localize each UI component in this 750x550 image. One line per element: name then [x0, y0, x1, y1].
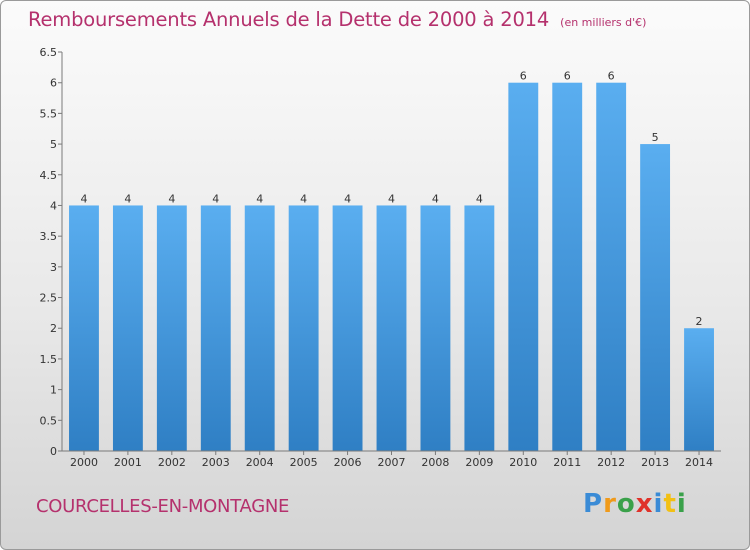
x-tick-label: 2001 [114, 456, 142, 469]
y-tick-label: 3.5 [40, 230, 58, 243]
y-tick-label: 0 [50, 445, 57, 458]
x-tick-label: 2011 [553, 456, 581, 469]
bar-value-label: 4 [344, 192, 351, 205]
bar-value-label: 6 [520, 70, 527, 83]
y-tick-label: 5 [50, 138, 57, 151]
bar [420, 205, 451, 451]
x-tick-label: 2012 [597, 456, 625, 469]
bar [244, 205, 275, 451]
y-tick-label: 1.5 [40, 353, 58, 366]
x-tick-label: 2005 [290, 456, 318, 469]
proxiti-logo: Proxiti [583, 489, 687, 519]
x-tick-label: 2007 [378, 456, 406, 469]
bar [596, 82, 627, 451]
logo-letter: x [635, 489, 654, 519]
bar-value-label: 2 [696, 315, 703, 328]
logo-letter: i [653, 489, 664, 519]
bar [156, 205, 187, 451]
bar [288, 205, 319, 451]
bar [684, 328, 714, 451]
bar-value-label: 6 [608, 70, 615, 83]
bar [552, 82, 583, 451]
chart-title: Remboursements Annuels de la Dette de 20… [28, 8, 550, 31]
x-axis: 2000 2001 2002 2003 2004 2005 2006 2007 2008 2009… [62, 450, 721, 469]
x-tick-label: 2014 [685, 456, 713, 469]
bar-value-label: 4 [388, 192, 395, 205]
y-tick-label: 1 [50, 384, 57, 397]
bar-value-label: 4 [80, 192, 87, 205]
x-tick-label: 2010 [509, 456, 537, 469]
bar [332, 205, 363, 451]
bar [508, 82, 539, 451]
bar [376, 205, 407, 451]
x-tick-label: 2013 [641, 456, 669, 469]
bar [69, 205, 99, 451]
bar-value-label: 4 [212, 192, 219, 205]
bar [112, 205, 143, 451]
bar-value-label: 4 [432, 192, 439, 205]
bar-value-label: 5 [652, 131, 659, 144]
commune-name: COURCELLES-EN-MONTAGNE [36, 496, 290, 517]
bar [464, 205, 495, 451]
logo-letter: P [583, 489, 604, 519]
logo-letter: r [603, 489, 617, 519]
bar-value-label: 4 [168, 192, 175, 205]
y-tick-label: 0.5 [40, 414, 58, 427]
y-tick-label: 4 [50, 199, 57, 212]
logo-letter: i [676, 489, 687, 519]
y-tick-label: 6.5 [40, 46, 58, 59]
y-tick-label: 4.5 [40, 169, 58, 182]
x-tick-label: 2000 [70, 456, 98, 469]
bar-value-label: 4 [300, 192, 307, 205]
x-tick-label: 2004 [246, 456, 274, 469]
bar [640, 144, 671, 452]
y-tick-label: 5.5 [40, 107, 58, 120]
bar [200, 205, 231, 451]
bar-value-label: 4 [256, 192, 263, 205]
bar-value-label: 4 [476, 192, 483, 205]
x-tick-label: 2002 [158, 456, 186, 469]
bar-value-label: 4 [124, 192, 131, 205]
x-tick-label: 2003 [202, 456, 230, 469]
title-block: Remboursements Annuels de la Dette de 20… [28, 8, 646, 31]
bar-value-label: 6 [564, 70, 571, 83]
bars: 4 4 4 4 4 4 4 4 4 4 6 6 6 5 2 [69, 70, 714, 452]
chart-subtitle: (en milliers d'€) [560, 16, 647, 29]
y-tick-label: 2 [50, 322, 57, 335]
x-tick-label: 2006 [334, 456, 362, 469]
y-tick-label: 6 [50, 77, 57, 90]
y-axis: 0 0.5 1 1.5 2 2.5 3 3.5 4 4.5 5 5.5 6 6.5 [40, 46, 63, 458]
y-tick-label: 2.5 [40, 292, 58, 305]
y-tick-label: 3 [50, 261, 57, 274]
x-tick-label: 2009 [465, 456, 493, 469]
logo-letter: t [663, 489, 677, 519]
logo-letter: o [616, 489, 636, 519]
x-tick-label: 2008 [421, 456, 449, 469]
